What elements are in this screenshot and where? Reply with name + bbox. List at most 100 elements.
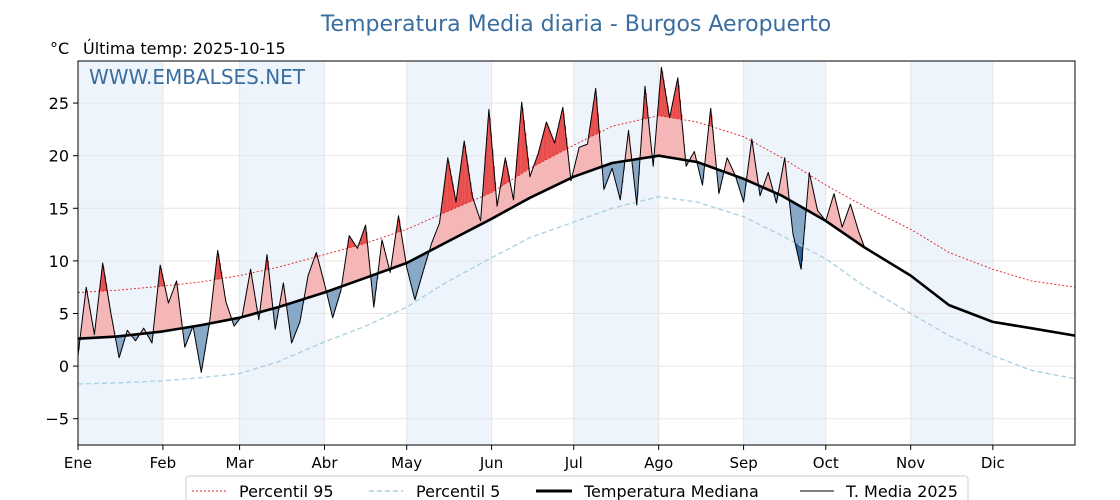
above-median-fill <box>436 228 439 247</box>
above-p95-fill <box>216 256 219 280</box>
above-median-fill <box>495 198 498 217</box>
below-median-fill <box>613 162 616 177</box>
above-median-fill <box>527 158 529 199</box>
above-median-fill <box>220 271 223 322</box>
below-median-fill <box>119 336 121 356</box>
above-median-fill <box>221 280 224 321</box>
above-median-fill <box>472 198 475 229</box>
above-median-fill <box>213 280 216 323</box>
above-median-fill <box>532 167 535 197</box>
above-median-fill <box>542 135 545 192</box>
below-median-fill <box>614 162 617 182</box>
below-median-fill <box>612 162 614 171</box>
above-p95-fill <box>534 163 536 166</box>
chart-subtitle: Última temp: 2025-10-15 <box>83 39 286 58</box>
below-median-fill <box>149 332 151 340</box>
above-median-fill <box>662 79 665 157</box>
above-median-fill <box>713 143 716 169</box>
above-median-fill <box>565 137 568 181</box>
month-band <box>406 61 492 445</box>
above-median-fill <box>245 296 247 317</box>
above-median-fill <box>707 127 710 167</box>
above-median-fill <box>99 280 102 338</box>
plot-frame <box>77 60 1076 446</box>
above-median-fill <box>820 214 823 219</box>
above-median-fill <box>261 292 264 312</box>
above-median-fill <box>357 246 360 281</box>
above-median-fill <box>705 153 708 166</box>
above-median-fill <box>553 141 555 187</box>
above-median-fill <box>640 135 643 159</box>
above-median-fill <box>349 236 351 284</box>
above-median-fill <box>492 165 495 218</box>
above-median-fill <box>368 259 371 277</box>
above-median-fill <box>579 147 582 175</box>
below-median-fill <box>338 287 340 298</box>
above-median-fill <box>383 248 386 272</box>
below-median-fill <box>334 288 336 311</box>
below-median-fill <box>188 326 191 335</box>
above-p95-fill <box>455 196 458 208</box>
above-median-fill <box>94 328 97 338</box>
above-median-fill <box>510 189 513 208</box>
above-median-fill <box>769 180 772 191</box>
above-median-fill <box>360 238 362 280</box>
below-median-fill <box>183 327 186 342</box>
above-median-fill <box>105 284 108 338</box>
below-median-fill <box>136 334 139 338</box>
above-median-fill <box>503 161 506 212</box>
above-median-fill <box>550 134 553 188</box>
y-tick-label: 10 <box>49 252 69 271</box>
above-median-fill <box>680 114 683 160</box>
above-median-fill <box>850 206 853 239</box>
above-median-fill <box>440 206 443 245</box>
above-p95-fill <box>451 183 454 210</box>
above-median-fill <box>176 286 179 330</box>
below-median-fill <box>147 333 150 337</box>
above-p95-fill <box>457 186 460 207</box>
above-median-fill <box>677 85 680 159</box>
above-median-fill <box>846 213 849 236</box>
series-line-median <box>77 154 1076 340</box>
above-median-fill <box>812 188 814 214</box>
below-median-fill <box>616 162 618 187</box>
below-median-fill <box>276 307 279 318</box>
above-p95-fill <box>503 161 506 185</box>
above-median-fill <box>106 292 109 338</box>
y-tick-label: 0 <box>59 357 69 376</box>
above-p95-fill <box>398 219 401 232</box>
above-median-fill <box>643 96 646 158</box>
above-median-fill <box>343 267 346 286</box>
above-median-fill <box>649 132 651 158</box>
below-median-fill <box>195 325 198 346</box>
below-median-fill <box>288 303 291 328</box>
above-median-fill <box>829 204 832 225</box>
above-median-fill <box>177 297 180 329</box>
above-p95-fill <box>662 79 665 117</box>
above-median-fill <box>770 185 773 192</box>
above-median-fill <box>112 324 115 337</box>
above-median-fill <box>498 194 501 215</box>
above-median-fill <box>268 273 271 310</box>
below-median-fill <box>701 163 703 183</box>
above-median-fill <box>709 114 712 167</box>
below-median-fill <box>186 327 188 342</box>
below-median-fill <box>632 159 635 175</box>
above-median-fill <box>681 129 684 160</box>
above-median-fill <box>669 114 672 158</box>
above-median-fill <box>442 195 445 245</box>
above-median-fill <box>431 242 434 250</box>
above-median-fill <box>172 290 175 330</box>
above-median-fill <box>627 136 629 161</box>
above-median-fill <box>161 274 164 332</box>
above-median-fill <box>566 150 569 180</box>
above-median-fill <box>260 303 262 312</box>
series-line-p95 <box>77 115 1076 293</box>
below-median-fill <box>736 176 739 183</box>
above-p95-fill <box>643 96 646 119</box>
below-p5-fill <box>799 245 802 267</box>
above-median-fill <box>657 108 660 156</box>
above-p95-fill <box>588 130 591 138</box>
above-p95-fill <box>675 87 677 119</box>
